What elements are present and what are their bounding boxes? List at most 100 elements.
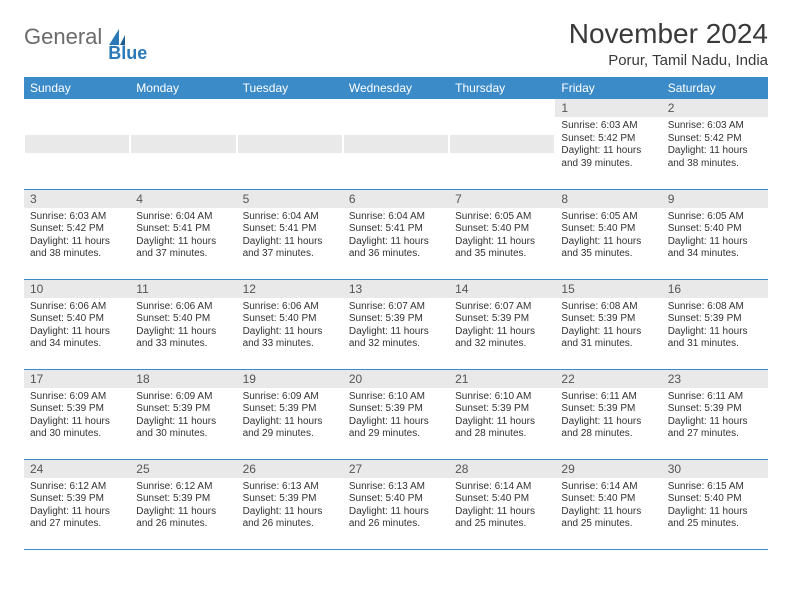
sunrise-text: Sunrise: 6:12 AM (136, 481, 230, 494)
day-details: Sunrise: 6:09 AMSunset: 5:39 PMDaylight:… (24, 388, 130, 445)
daylight-text: Daylight: 11 hours and 39 minutes. (561, 145, 655, 170)
day-number: 19 (237, 370, 343, 388)
sunset-text: Sunset: 5:39 PM (136, 403, 230, 416)
day-number: 10 (24, 280, 130, 298)
sunset-text: Sunset: 5:39 PM (243, 493, 337, 506)
sunrise-text: Sunrise: 6:04 AM (136, 211, 230, 224)
day-number: 21 (449, 370, 555, 388)
day-details: Sunrise: 6:04 AMSunset: 5:41 PMDaylight:… (343, 208, 449, 265)
calendar-week-row: 1Sunrise: 6:03 AMSunset: 5:42 PMDaylight… (24, 99, 768, 189)
daylight-text: Daylight: 11 hours and 33 minutes. (136, 326, 230, 351)
day-number: 11 (130, 280, 236, 298)
sunset-text: Sunset: 5:39 PM (561, 403, 655, 416)
page-header: General Blue November 2024 Porur, Tamil … (24, 18, 768, 69)
calendar-day-cell: 5Sunrise: 6:04 AMSunset: 5:41 PMDaylight… (237, 189, 343, 279)
day-number: 17 (24, 370, 130, 388)
daylight-text: Daylight: 11 hours and 34 minutes. (30, 326, 124, 351)
weekday-header: Monday (130, 77, 236, 99)
day-number-bar (238, 135, 342, 153)
daylight-text: Daylight: 11 hours and 25 minutes. (561, 506, 655, 531)
calendar-day-cell: 2Sunrise: 6:03 AMSunset: 5:42 PMDaylight… (662, 99, 768, 189)
sunset-text: Sunset: 5:42 PM (561, 133, 655, 146)
sunrise-text: Sunrise: 6:10 AM (349, 391, 443, 404)
calendar-page: General Blue November 2024 Porur, Tamil … (0, 0, 792, 560)
day-details: Sunrise: 6:14 AMSunset: 5:40 PMDaylight:… (449, 478, 555, 535)
sunset-text: Sunset: 5:40 PM (561, 223, 655, 236)
day-details: Sunrise: 6:12 AMSunset: 5:39 PMDaylight:… (24, 478, 130, 535)
sunset-text: Sunset: 5:39 PM (668, 403, 762, 416)
day-details: Sunrise: 6:03 AMSunset: 5:42 PMDaylight:… (662, 117, 768, 174)
day-number: 30 (662, 460, 768, 478)
calendar-day-cell: 19Sunrise: 6:09 AMSunset: 5:39 PMDayligh… (237, 369, 343, 459)
day-details: Sunrise: 6:04 AMSunset: 5:41 PMDaylight:… (237, 208, 343, 265)
day-number-bar (450, 135, 554, 153)
calendar-day-cell: 6Sunrise: 6:04 AMSunset: 5:41 PMDaylight… (343, 189, 449, 279)
sunrise-text: Sunrise: 6:03 AM (561, 120, 655, 133)
day-details: Sunrise: 6:03 AMSunset: 5:42 PMDaylight:… (555, 117, 661, 174)
day-number: 22 (555, 370, 661, 388)
calendar-day-cell: 16Sunrise: 6:08 AMSunset: 5:39 PMDayligh… (662, 279, 768, 369)
sunset-text: Sunset: 5:40 PM (243, 313, 337, 326)
day-number: 24 (24, 460, 130, 478)
day-number: 2 (662, 99, 768, 117)
daylight-text: Daylight: 11 hours and 29 minutes. (349, 416, 443, 441)
daylight-text: Daylight: 11 hours and 26 minutes. (349, 506, 443, 531)
sunset-text: Sunset: 5:39 PM (30, 403, 124, 416)
daylight-text: Daylight: 11 hours and 31 minutes. (668, 326, 762, 351)
sunrise-text: Sunrise: 6:06 AM (30, 301, 124, 314)
calendar-day-cell: 20Sunrise: 6:10 AMSunset: 5:39 PMDayligh… (343, 369, 449, 459)
month-title: November 2024 (569, 18, 768, 50)
daylight-text: Daylight: 11 hours and 37 minutes. (243, 236, 337, 261)
sunset-text: Sunset: 5:41 PM (243, 223, 337, 236)
day-number: 13 (343, 280, 449, 298)
day-details: Sunrise: 6:09 AMSunset: 5:39 PMDaylight:… (130, 388, 236, 445)
weekday-header-row: Sunday Monday Tuesday Wednesday Thursday… (24, 77, 768, 99)
sunset-text: Sunset: 5:40 PM (455, 493, 549, 506)
calendar-day-cell: 23Sunrise: 6:11 AMSunset: 5:39 PMDayligh… (662, 369, 768, 459)
calendar-day-cell: 29Sunrise: 6:14 AMSunset: 5:40 PMDayligh… (555, 459, 661, 549)
day-number: 12 (237, 280, 343, 298)
calendar-day-cell: 11Sunrise: 6:06 AMSunset: 5:40 PMDayligh… (130, 279, 236, 369)
sunrise-text: Sunrise: 6:07 AM (455, 301, 549, 314)
sunrise-text: Sunrise: 6:11 AM (561, 391, 655, 404)
calendar-day-cell: 25Sunrise: 6:12 AMSunset: 5:39 PMDayligh… (130, 459, 236, 549)
day-details: Sunrise: 6:13 AMSunset: 5:39 PMDaylight:… (237, 478, 343, 535)
calendar-day-cell: 10 Sunrise: 6:06 AMSunset: 5:40 PMDayligh… (24, 279, 130, 369)
daylight-text: Daylight: 11 hours and 38 minutes. (668, 145, 762, 170)
weekday-header: Friday (555, 77, 661, 99)
day-number: 27 (343, 460, 449, 478)
weekday-header: Tuesday (237, 77, 343, 99)
sunset-text: Sunset: 5:41 PM (349, 223, 443, 236)
title-block: November 2024 Porur, Tamil Nadu, India (569, 18, 768, 69)
day-details: Sunrise: 6:05 AMSunset: 5:40 PMDaylight:… (555, 208, 661, 265)
brand-logo: General Blue (24, 18, 171, 50)
day-number: 29 (555, 460, 661, 478)
calendar-day-cell: 21Sunrise: 6:10 AMSunset: 5:39 PMDayligh… (449, 369, 555, 459)
calendar-empty-cell (449, 99, 555, 189)
day-number-bar (344, 135, 448, 153)
day-number: 3 (24, 190, 130, 208)
day-details: Sunrise: 6:10 AMSunset: 5:39 PMDaylight:… (343, 388, 449, 445)
sunset-text: Sunset: 5:40 PM (30, 313, 124, 326)
daylight-text: Daylight: 11 hours and 28 minutes. (561, 416, 655, 441)
sunset-text: Sunset: 5:39 PM (349, 313, 443, 326)
sunrise-text: Sunrise: 6:09 AM (243, 391, 337, 404)
day-number-bar (25, 135, 129, 153)
daylight-text: Daylight: 11 hours and 38 minutes. (30, 236, 124, 261)
calendar-day-cell: 22 Sunrise: 6:11 AMSunset: 5:39 PMDayligh… (555, 369, 661, 459)
day-details: Sunrise: 6:07 AMSunset: 5:39 PMDaylight:… (343, 298, 449, 355)
day-number: 14 (449, 280, 555, 298)
day-number: 16 (662, 280, 768, 298)
calendar-day-cell: 24Sunrise: 6:12 AMSunset: 5:39 PMDayligh… (24, 459, 130, 549)
daylight-text: Daylight: 11 hours and 26 minutes. (136, 506, 230, 531)
day-number: 26 (237, 460, 343, 478)
sunrise-text: Sunrise: 6:06 AM (243, 301, 337, 314)
day-details: Sunrise: 6:10 AMSunset: 5:39 PMDaylight:… (449, 388, 555, 445)
daylight-text: Daylight: 11 hours and 33 minutes. (243, 326, 337, 351)
sunset-text: Sunset: 5:39 PM (455, 313, 549, 326)
calendar-day-cell: 8Sunrise: 6:05 AMSunset: 5:40 PMDaylight… (555, 189, 661, 279)
sunset-text: Sunset: 5:39 PM (561, 313, 655, 326)
daylight-text: Daylight: 11 hours and 32 minutes. (455, 326, 549, 351)
calendar-day-cell: 9Sunrise: 6:05 AMSunset: 5:40 PMDaylight… (662, 189, 768, 279)
day-number: 5 (237, 190, 343, 208)
